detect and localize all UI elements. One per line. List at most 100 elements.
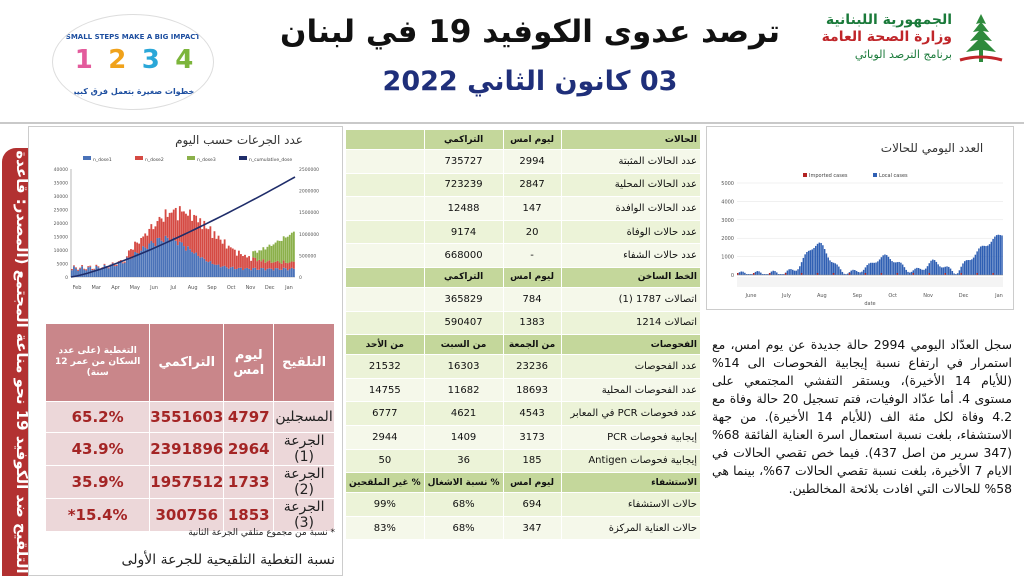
y-tick-label: 10000 xyxy=(54,248,68,254)
x-tick-label: Jul xyxy=(169,285,176,291)
dose-bar xyxy=(140,237,143,251)
stats-cell: من الجمعة xyxy=(502,334,562,356)
vacc-header-coverage: التغطية (على عدد السكان من عمر 12 سنة) xyxy=(44,323,151,402)
statistics-table: الحالات ليوم امس التراكمي عدد الحالات المثب… xyxy=(345,129,702,541)
imported-bar xyxy=(992,273,994,275)
case-bar xyxy=(816,243,819,275)
vacc-row-coverage: 65.2% xyxy=(44,401,151,433)
dose-bar xyxy=(256,269,259,277)
dose-bar xyxy=(132,249,134,258)
stats-cell: التراكمي xyxy=(423,129,504,150)
case-bar xyxy=(987,245,989,275)
case-bar xyxy=(878,259,881,275)
dose-bar xyxy=(197,255,200,277)
case-bar xyxy=(838,266,840,275)
dose-bar xyxy=(113,265,116,267)
case-bar xyxy=(955,274,957,275)
stats-cell: من السبت xyxy=(423,334,504,356)
dose-bar xyxy=(107,268,110,277)
table-row: إيجابية فحوصات Antigen 185 36 50 xyxy=(345,448,702,474)
legend-label: n_dose1 xyxy=(93,157,112,163)
case-bar xyxy=(905,269,907,275)
dose-bar xyxy=(195,252,198,277)
case-bar xyxy=(779,274,782,275)
dose-bar xyxy=(276,260,279,269)
case-bar xyxy=(745,274,748,275)
case-bar xyxy=(800,262,803,275)
dose-bar xyxy=(178,206,181,242)
dose-bar xyxy=(284,268,287,277)
dose-bar xyxy=(185,213,187,251)
y-right-tick-label: 2000000 xyxy=(299,189,319,195)
stats-cell xyxy=(345,310,425,336)
dose-bar xyxy=(252,268,255,277)
case-bar xyxy=(774,271,776,275)
dose-bar xyxy=(79,268,81,277)
case-bar xyxy=(995,235,998,275)
dose-bar xyxy=(138,253,141,277)
dose-bar xyxy=(117,261,120,263)
dose-bar xyxy=(229,267,232,277)
dose-bar xyxy=(203,258,206,277)
dose-bar xyxy=(97,267,100,277)
dose-bar xyxy=(191,252,193,277)
vacc-row-coverage: 35.9% xyxy=(44,465,151,499)
table-row: عدد حالات الشفاء -668000 xyxy=(345,243,702,268)
case-bar xyxy=(870,262,872,275)
dose-bar xyxy=(262,259,265,269)
case-bar xyxy=(820,242,822,275)
dose-bar xyxy=(260,267,263,277)
case-bar xyxy=(962,263,964,275)
x-tick-label: Feb xyxy=(73,285,82,291)
dose-bar xyxy=(197,222,200,256)
dose-bar xyxy=(266,261,269,269)
legend-swatch xyxy=(239,156,247,160)
ministry-line-3: برنامج الترصد الوبائي xyxy=(854,48,952,61)
dose-bar xyxy=(183,211,185,247)
campaign-digit: 3 xyxy=(141,45,160,75)
stats-cell: % غير الملقحين xyxy=(345,472,425,494)
stats-row-label: عدد حالات الوفاة xyxy=(560,219,702,245)
stats-row-label: عدد حالات الشفاء xyxy=(560,243,702,268)
case-bar xyxy=(933,260,936,275)
stats-row-label: اتصالات 1214 xyxy=(560,310,702,336)
dose-bar xyxy=(284,262,287,269)
dose-bar xyxy=(193,253,196,277)
dose-bar xyxy=(233,269,236,277)
dose-bar xyxy=(274,242,277,262)
dose-bar xyxy=(268,244,271,261)
stats-cell: 50 xyxy=(345,448,425,474)
stats-cell xyxy=(345,219,425,245)
stats-cell: التراكمي xyxy=(423,266,504,288)
case-bar xyxy=(761,274,764,275)
case-bar xyxy=(760,272,762,275)
dose-bar xyxy=(71,269,73,271)
campaign-digits: 1 2 3 4 xyxy=(67,45,201,75)
doses-chart-title: عدد الجرعات حسب اليوم xyxy=(175,133,303,147)
dose-bar xyxy=(93,268,96,270)
case-bar xyxy=(767,274,769,275)
dose-bar xyxy=(272,262,275,271)
case-bar xyxy=(923,269,925,275)
vacc-row-cumulative: 2391896 xyxy=(149,432,225,466)
stats-row-label: عدد فحوصات PCR في المعابر xyxy=(560,401,702,426)
dose-bar xyxy=(235,268,238,277)
dose-bar xyxy=(215,264,218,277)
case-bar xyxy=(862,269,865,275)
dose-bar xyxy=(201,257,204,277)
table-row: الجرعة (2) 1733 1957512 35.9% xyxy=(44,465,335,499)
case-bar xyxy=(758,271,760,275)
table-row: إيجابية فحوصات PCR 3173 1409 2944 xyxy=(345,424,702,450)
case-bar xyxy=(921,269,923,275)
case-bar xyxy=(788,269,790,275)
dose-bar xyxy=(75,267,77,269)
dose-bar xyxy=(164,235,167,277)
dose-bar xyxy=(103,263,106,265)
table-header-row: الحالات ليوم امس التراكمي xyxy=(345,129,702,150)
dose-bar xyxy=(71,270,73,277)
dose-bar xyxy=(193,214,196,254)
dose-bar xyxy=(284,237,287,263)
dose-bar xyxy=(254,250,257,258)
case-bar xyxy=(855,270,858,275)
stats-row-label: حالات العناية المركزة xyxy=(560,515,702,541)
